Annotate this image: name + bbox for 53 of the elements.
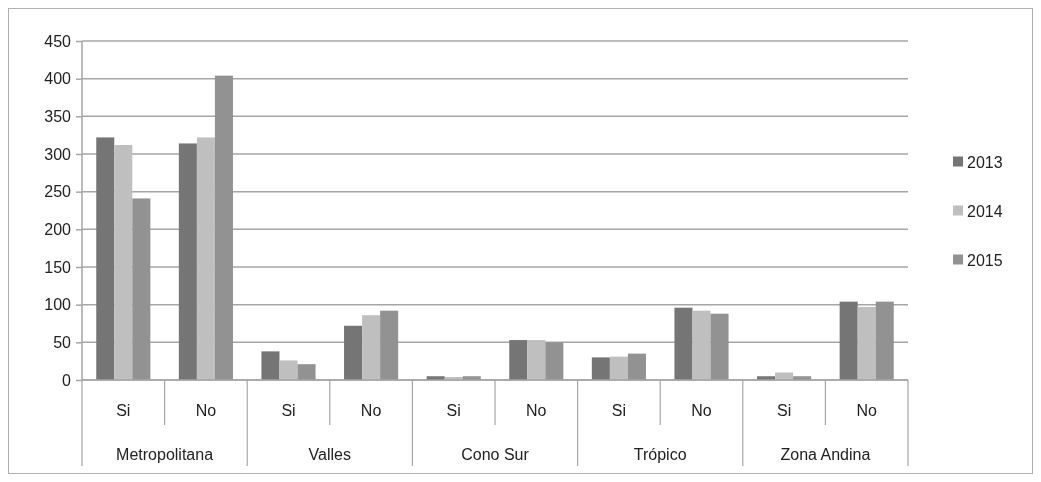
x-tick-label: Si xyxy=(116,402,131,419)
legend-label: 2014 xyxy=(967,202,1003,220)
bar xyxy=(775,372,794,380)
text: Metropolitana xyxy=(116,446,214,463)
bar xyxy=(344,325,363,380)
x-tick-label: No xyxy=(526,402,547,419)
bar xyxy=(279,360,298,380)
y-tick-label: 50 xyxy=(53,333,72,351)
y-tick-label: 200 xyxy=(44,220,72,238)
x-tick-label: No xyxy=(691,402,712,419)
bar xyxy=(674,307,693,380)
bar xyxy=(839,301,858,380)
y-tick-label: 0 xyxy=(62,371,72,389)
bar xyxy=(627,353,646,380)
y-tick-label: 150 xyxy=(44,258,72,276)
bar xyxy=(609,356,628,380)
bar xyxy=(196,137,215,380)
bar xyxy=(692,310,711,380)
y-tick-label: 300 xyxy=(44,145,72,163)
bar xyxy=(114,144,133,380)
bar xyxy=(261,351,280,380)
y-tick-label: 250 xyxy=(44,183,72,201)
x-tick-label: Si xyxy=(446,402,461,419)
x-tick-label: Si xyxy=(611,402,627,419)
bar xyxy=(380,310,399,380)
x-tick-label: Si xyxy=(281,402,296,419)
y-tick-label: 100 xyxy=(44,296,72,314)
text: Zona Andina xyxy=(780,446,871,463)
legend-label: 2013 xyxy=(967,153,1003,171)
legend-label: 2015 xyxy=(967,251,1003,269)
x-tick-label: Si xyxy=(776,402,792,419)
bar xyxy=(178,143,197,380)
text: Valles xyxy=(308,446,351,463)
x-tick-label: No xyxy=(195,402,217,419)
y-tick-label: 400 xyxy=(44,70,72,88)
bar xyxy=(527,340,546,380)
bar xyxy=(545,342,564,380)
bar xyxy=(875,301,894,380)
bar xyxy=(362,315,381,380)
x-tick-label: No xyxy=(360,402,382,419)
text: Cono Sur xyxy=(461,446,530,463)
bar xyxy=(132,198,151,380)
text: Trópico xyxy=(633,446,687,463)
y-tick-label: 450 xyxy=(44,32,72,50)
y-tick-label: 350 xyxy=(44,107,72,125)
bar xyxy=(96,137,115,380)
bar xyxy=(214,75,233,380)
bar xyxy=(591,357,610,380)
bar xyxy=(857,306,876,380)
bar xyxy=(710,313,729,380)
x-tick-label: No xyxy=(856,402,878,419)
bar xyxy=(509,340,528,380)
bar xyxy=(297,364,316,380)
